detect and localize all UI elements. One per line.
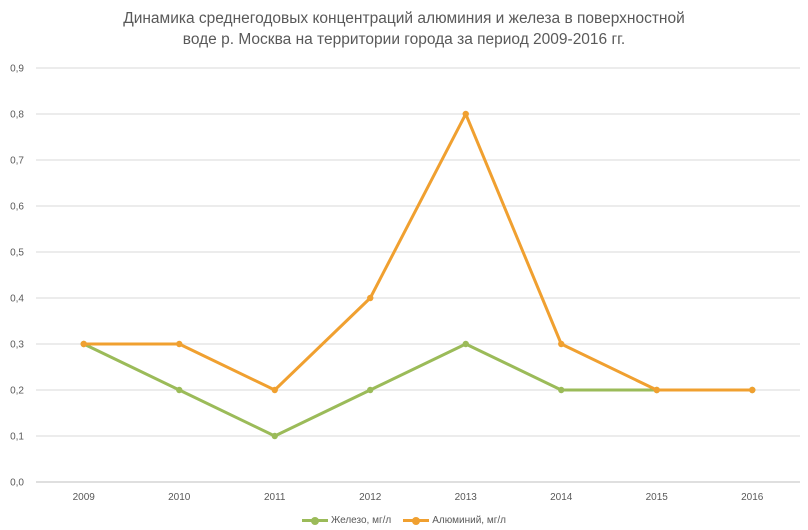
x-tick-label: 2012 (359, 492, 382, 503)
chart-title-line-2: воде р. Москва на территории города за п… (182, 31, 626, 48)
data-point-1 (749, 386, 756, 394)
chart-title-line-1: Динамика среднегодовых концентраций алюм… (123, 10, 685, 27)
data-point-0 (462, 340, 469, 348)
data-point-1 (176, 340, 183, 348)
y-tick-label: 0,1 (10, 432, 24, 443)
x-tick-label: 2016 (741, 492, 764, 503)
data-point-0 (176, 386, 183, 394)
data-point-1 (271, 386, 278, 394)
data-point-0 (367, 386, 374, 394)
x-tick-label: 2010 (168, 492, 191, 503)
x-tick-label: 2013 (455, 492, 478, 503)
legend-swatch-iron (302, 516, 328, 525)
y-tick-label: 0,5 (10, 248, 24, 259)
data-point-1 (462, 110, 469, 118)
data-point-1 (653, 386, 660, 394)
series-line-0 (82, 342, 754, 438)
y-tick-label: 0,3 (10, 340, 24, 351)
legend-item-aluminium: Алюминий, мг/л (403, 515, 506, 526)
x-tick-label: 2011 (264, 492, 286, 503)
series-line-1 (82, 112, 754, 392)
legend-swatch-aluminium (403, 516, 430, 525)
y-tick-label: 0,6 (10, 202, 24, 213)
x-tick-label: 2015 (646, 492, 669, 503)
legend: Железо, мг/л Алюминий, мг/л (0, 515, 808, 526)
line-chart: 0,0 0,1 0,2 0,3 0,4 0,5 0,6 0,7 0,8 0,9 2009 2010 20… (10, 64, 800, 503)
data-point-1 (367, 294, 374, 302)
legend-label-aluminium: Алюминий, мг/л (432, 515, 506, 526)
x-tick-label: 2014 (550, 492, 573, 503)
legend-item-iron: Железо, мг/л (302, 515, 391, 526)
data-point-0 (558, 386, 565, 394)
chart-title: Динамика среднегодовых концентраций алюм… (0, 8, 808, 50)
y-tick-label: 0,2 (10, 386, 24, 397)
x-tick-label: 2009 (73, 492, 96, 503)
legend-label-iron: Железо, мг/л (331, 515, 392, 526)
data-point-1 (558, 340, 565, 348)
y-tick-label: 0,8 (10, 110, 24, 121)
data-point-1 (80, 340, 87, 348)
y-tick-label: 0,9 (10, 64, 24, 75)
y-tick-label: 0,4 (10, 294, 24, 305)
data-point-0 (271, 432, 278, 440)
y-tick-label: 0,7 (10, 156, 24, 167)
y-tick-label: 0,0 (10, 478, 24, 489)
